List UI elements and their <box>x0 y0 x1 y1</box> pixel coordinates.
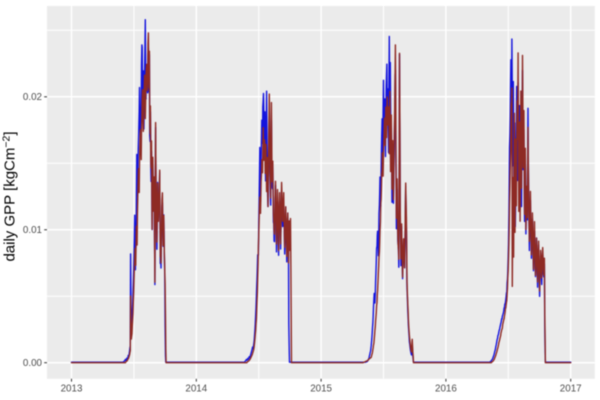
svg-text:2015: 2015 <box>310 384 332 395</box>
svg-text:daily GPP [kgCm−2]: daily GPP [kgCm−2] <box>1 131 19 261</box>
svg-text:0.01: 0.01 <box>23 225 42 236</box>
svg-text:2017: 2017 <box>560 384 582 395</box>
svg-text:0.00: 0.00 <box>23 358 43 369</box>
svg-text:2014: 2014 <box>185 384 207 395</box>
svg-text:0.02: 0.02 <box>23 92 42 103</box>
svg-text:2016: 2016 <box>435 384 457 395</box>
svg-text:2013: 2013 <box>61 384 83 395</box>
